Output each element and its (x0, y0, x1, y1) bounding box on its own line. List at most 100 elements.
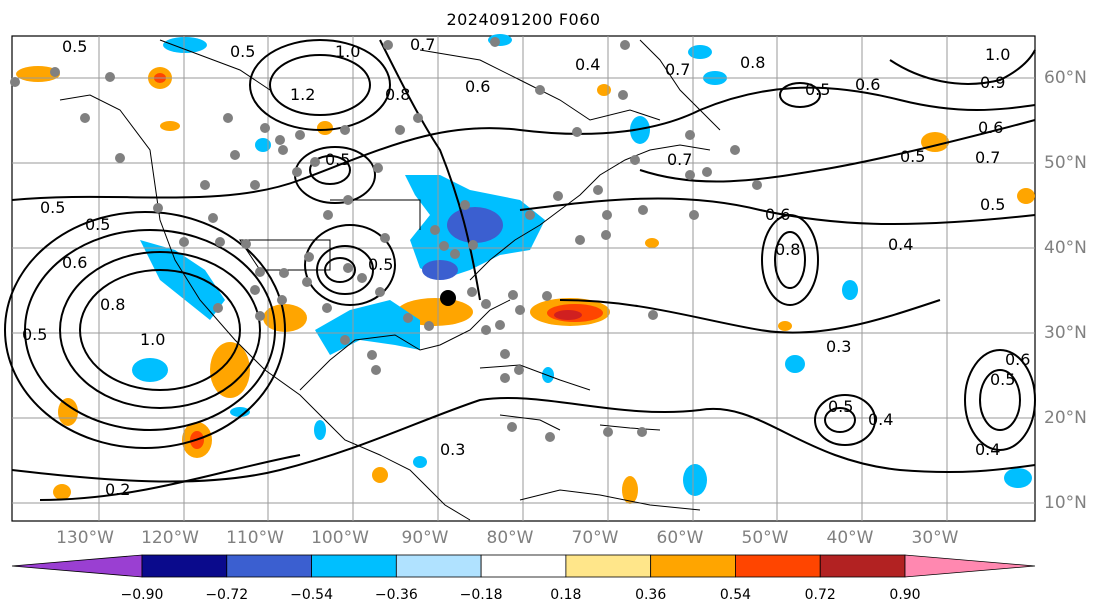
positive-anomaly (58, 398, 78, 426)
contour-label: 1.0 (985, 45, 1010, 64)
lon-label: 80°W (486, 528, 534, 548)
contour-label: 0.5 (62, 37, 87, 56)
negative-anomaly (447, 207, 503, 243)
negative-anomaly (132, 358, 168, 382)
negative-anomaly (163, 37, 207, 53)
colorbar-segment (565, 554, 652, 578)
lon-label: 70°W (571, 528, 619, 548)
contour-label: 0.3 (440, 440, 465, 459)
contour-lines (4, 39, 1036, 501)
negative-anomaly (255, 138, 271, 152)
lon-label: 40°W (826, 528, 874, 548)
lon-label: 100°W (311, 528, 369, 548)
contour-label: 0.5 (325, 150, 350, 169)
contour-labels: 1.0 0.5 0.7 0.8 0.6 0.4 1.2 0.5 0.7 0.5 … (22, 35, 1030, 499)
contour-label: 1.2 (290, 85, 315, 104)
lon-label: 130°W (56, 528, 114, 548)
contour-label: 0.5 (980, 195, 1005, 214)
contour-label: 0.5 (85, 215, 110, 234)
contour-label: 0.8 (385, 85, 410, 104)
colorbar (11, 554, 1036, 578)
colorbar-extend-high (904, 554, 1036, 578)
colorbar-tick-label: −0.72 (205, 587, 249, 603)
colorbar-tick-label: 0.18 (550, 587, 582, 603)
positive-anomaly (372, 467, 388, 483)
colorbar-segment (226, 554, 312, 578)
lat-label: 20°N (1044, 408, 1087, 428)
contour-label: 0.4 (575, 55, 600, 74)
contour-label: 1.0 (335, 42, 360, 61)
positive-anomaly (160, 121, 180, 131)
contour-label: 0.6 (978, 118, 1003, 137)
colorbar-tick-label: −0.18 (459, 587, 503, 603)
negative-anomaly (683, 464, 707, 496)
contour-label: 0.9 (980, 73, 1005, 92)
contour-label: 0.7 (975, 148, 1000, 167)
contour-label: 0.5 (900, 147, 925, 166)
contour-label: 0.8 (100, 295, 125, 314)
negative-anomaly (314, 420, 326, 440)
lat-label: 40°N (1044, 238, 1087, 258)
colorbar-segment (141, 554, 228, 578)
positive-anomaly (622, 476, 638, 504)
colorbar-tick-label: −0.36 (374, 587, 418, 603)
observation-dots (10, 37, 762, 442)
colorbar-tick-label: 0.36 (635, 587, 667, 603)
contour-label: 0.7 (410, 35, 435, 54)
colorbar-tick-label: 0.72 (804, 587, 836, 603)
contour-label: 0.5 (828, 397, 853, 416)
negative-anomaly (230, 407, 250, 417)
lon-label: 90°W (401, 528, 449, 548)
negative-anomaly (413, 456, 427, 468)
colorbar-extend-low (11, 554, 143, 578)
negative-anomaly (785, 355, 805, 373)
contour-label: 0.2 (105, 480, 130, 499)
negative-anomaly (1004, 468, 1032, 488)
positive-anomaly (645, 238, 659, 248)
lon-label: 50°W (741, 528, 789, 548)
graticule (12, 36, 1035, 521)
contour-label: 0.5 (368, 255, 393, 274)
colorbar-tick-label: −0.54 (290, 587, 333, 603)
colorbar-segment (819, 554, 906, 578)
lon-label: 60°W (656, 528, 704, 548)
colorbar-segment (735, 554, 821, 578)
positive-anomaly (317, 121, 333, 135)
contour-label: 1.0 (140, 330, 165, 349)
positive-anomaly (597, 84, 611, 96)
positive-anomaly (53, 484, 71, 500)
storm-center-marker (440, 290, 456, 306)
positive-anomaly (210, 342, 250, 398)
contour-label: 0.5 (230, 42, 255, 61)
positive-anomaly (554, 310, 582, 320)
lat-label: 50°N (1044, 153, 1087, 173)
map-title: 2024091200 F060 (446, 10, 601, 29)
contour-label: 0.6 (62, 253, 87, 272)
colorbar-tick-label: 0.90 (889, 587, 921, 603)
colorbar-segment (650, 554, 736, 578)
contour-label: 0.5 (22, 325, 47, 344)
negative-anomaly (842, 280, 858, 300)
positive-anomaly (1017, 188, 1035, 204)
contour-label: 0.3 (826, 337, 851, 356)
coastlines (59, 39, 721, 521)
lat-label: 30°N (1044, 323, 1087, 343)
colorbar-segment (395, 554, 482, 578)
negative-anomaly (688, 45, 712, 59)
contour-label: 0.4 (888, 235, 913, 254)
contour-label: 0.8 (775, 240, 800, 259)
colorbar-tick-label: 0.54 (719, 587, 752, 603)
colorbar-tick-label: −0.90 (120, 587, 164, 603)
contour-label: 0.6 (765, 205, 790, 224)
lon-label: 110°W (226, 528, 284, 548)
positive-anomaly (778, 321, 792, 331)
lat-label: 10°N (1044, 493, 1087, 513)
lon-label: 30°W (911, 528, 959, 548)
contour-label: 0.4 (868, 410, 893, 429)
contour-label: 0.7 (667, 150, 692, 169)
negative-anomaly (140, 240, 225, 320)
contour-label: 0.5 (805, 80, 830, 99)
contour-label: 0.4 (975, 440, 1000, 459)
contour-label: 0.5 (990, 370, 1015, 389)
